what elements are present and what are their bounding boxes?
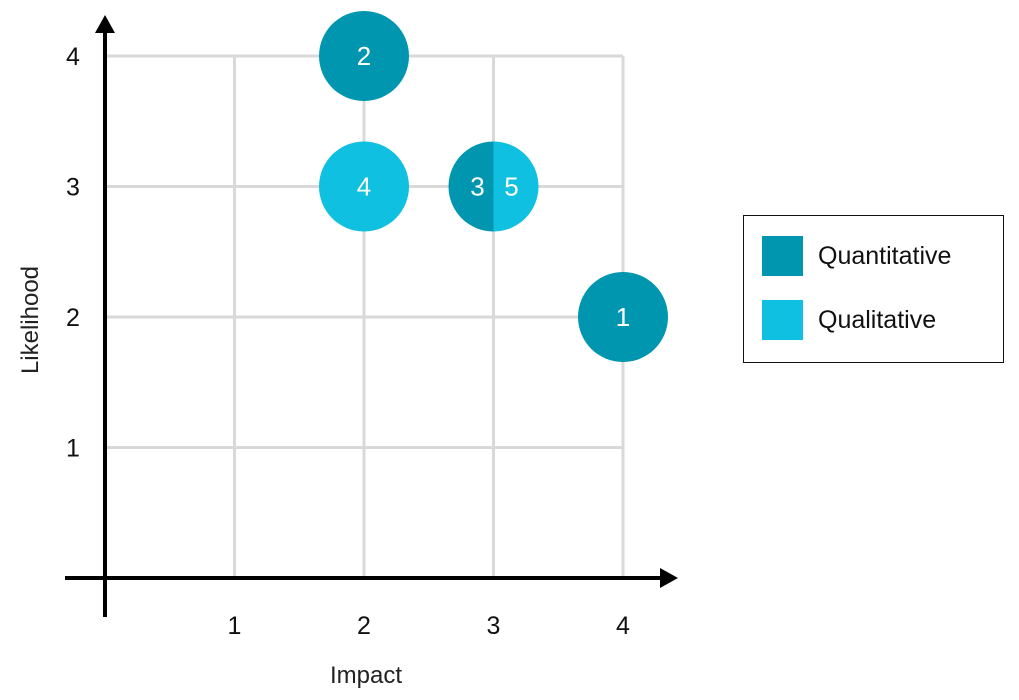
bubble-4: [319, 141, 409, 232]
x-tick-label: 2: [357, 612, 371, 640]
y-tick-label: 4: [66, 43, 80, 71]
y-axis-title: Likelihood: [17, 266, 44, 374]
legend-swatch-quantitative: [762, 236, 803, 276]
y-tick-label: 2: [66, 304, 80, 332]
y-tick-label: 1: [66, 435, 80, 463]
x-axis-title: Impact: [330, 662, 402, 689]
legend-swatch-qualitative: [762, 300, 803, 340]
axes: [65, 15, 678, 617]
legend-item-qualitative: Qualitative: [762, 300, 936, 340]
tick-labels: 1 2 3 4 1 2 3 4: [66, 43, 630, 640]
y-axis-arrow: [95, 15, 115, 33]
x-tick-label: 4: [616, 612, 630, 640]
y-tick-label: 3: [66, 174, 80, 202]
bubble-label-1: 1: [616, 302, 630, 332]
bubble-label-4: 4: [357, 172, 371, 202]
bubble-2: [319, 11, 409, 101]
grid: [105, 54, 625, 578]
x-axis-arrow: [660, 568, 678, 588]
legend-item-quantitative: Quantitative: [762, 236, 951, 276]
bubble-label-5: 5: [504, 172, 518, 202]
x-tick-label: 1: [228, 612, 242, 640]
bubble-5: [493, 141, 539, 232]
legend: Quantitative Qualitative: [743, 215, 1004, 363]
bubble-1: [578, 272, 668, 362]
bubble-label-2: 2: [357, 41, 371, 71]
bubble-label-3: 3: [470, 172, 484, 202]
bubbles: 1 2 3 5 4: [319, 11, 668, 362]
x-tick-label: 3: [487, 612, 501, 640]
bubble-3: [448, 141, 494, 232]
legend-label-qualitative: Qualitative: [818, 305, 937, 334]
legend-label-quantitative: Quantitative: [818, 241, 952, 270]
